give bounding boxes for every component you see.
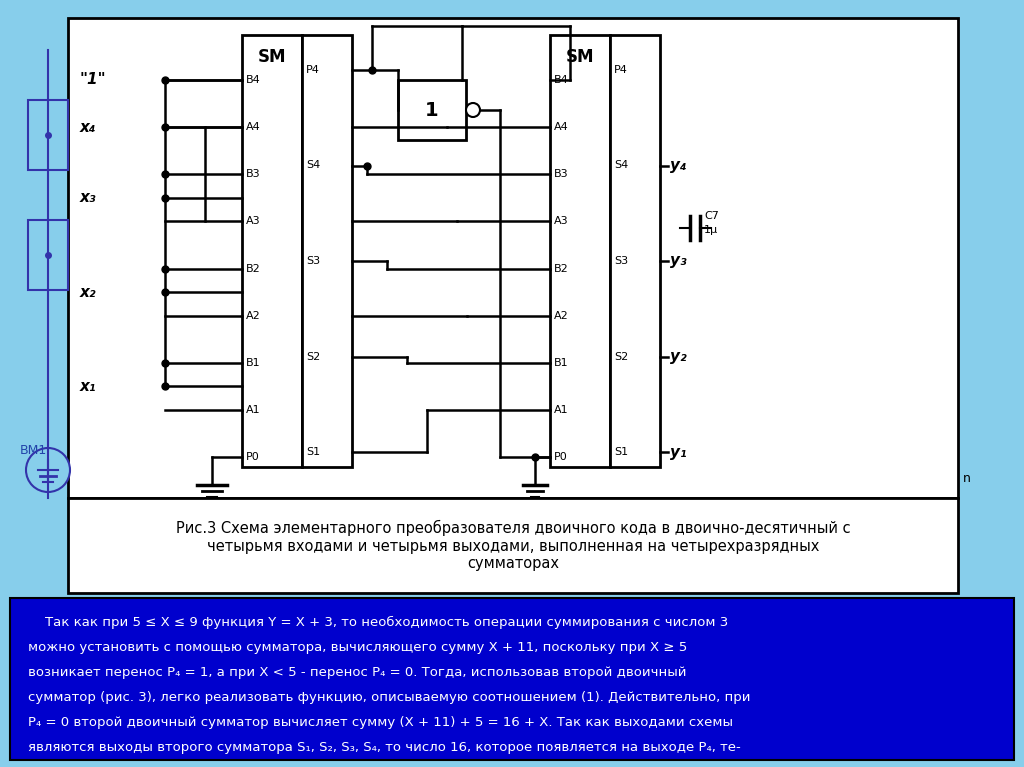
- Text: B3: B3: [246, 170, 261, 179]
- Text: x₃: x₃: [80, 190, 96, 206]
- Text: y₂: y₂: [670, 349, 687, 364]
- Text: сумматор (рис. 3), легко реализовать функцию, описываемую соотношением (1). Дейс: сумматор (рис. 3), легко реализовать фун…: [28, 691, 751, 704]
- Text: Рис.3 Схема элементарного преобразователя двоичного кода в двоично-десятичный с
: Рис.3 Схема элементарного преобразовател…: [176, 520, 850, 571]
- Text: y₄: y₄: [670, 158, 687, 173]
- Text: A3: A3: [554, 216, 568, 226]
- Bar: [68, 18, 958, 498]
- Bar: [28, 220, 68, 290]
- Text: C7: C7: [705, 211, 719, 221]
- Text: A1: A1: [246, 405, 261, 415]
- Bar: [10, 598, 1014, 760]
- Text: S2: S2: [306, 351, 321, 361]
- Text: B3: B3: [554, 170, 568, 179]
- Text: P0: P0: [246, 452, 260, 462]
- Text: B1: B1: [246, 357, 261, 367]
- Text: S4: S4: [306, 160, 321, 170]
- Text: Так как при 5 ≤ X ≤ 9 функция Y = X + 3, то необходимость операции суммирования : Так как при 5 ≤ X ≤ 9 функция Y = X + 3,…: [28, 616, 728, 629]
- Text: A4: A4: [246, 122, 261, 132]
- Bar: [302, 35, 352, 467]
- Text: A2: A2: [246, 311, 261, 321]
- Text: B1: B1: [554, 357, 568, 367]
- Text: S4: S4: [614, 160, 629, 170]
- Text: x₄: x₄: [80, 120, 96, 135]
- Text: S1: S1: [306, 447, 321, 457]
- Bar: [550, 35, 610, 467]
- Text: B2: B2: [246, 264, 261, 274]
- Text: являются выходы второго сумматора S₁, S₂, S₃, S₄, то число 16, которое появляетс: являются выходы второго сумматора S₁, S₂…: [28, 741, 740, 754]
- Text: y₁: y₁: [670, 445, 687, 459]
- Text: x₂: x₂: [80, 285, 96, 300]
- Text: SM: SM: [565, 48, 594, 66]
- Bar: [398, 80, 466, 140]
- Text: A4: A4: [554, 122, 568, 132]
- Text: B4: B4: [246, 75, 261, 85]
- Text: y₃: y₃: [670, 254, 687, 268]
- Text: 1μ: 1μ: [705, 225, 718, 235]
- Text: SM: SM: [258, 48, 287, 66]
- Circle shape: [26, 448, 70, 492]
- Text: S1: S1: [614, 447, 628, 457]
- Text: P0: P0: [554, 452, 567, 462]
- Text: x₁: x₁: [80, 379, 96, 393]
- Text: n: n: [963, 472, 971, 485]
- Text: A3: A3: [246, 216, 261, 226]
- Bar: [242, 35, 302, 467]
- Text: P4: P4: [614, 65, 628, 75]
- Text: B4: B4: [554, 75, 568, 85]
- Bar: [610, 35, 660, 467]
- Text: можно установить с помощью сумматора, вычисляющего сумму X + 11, поскольку при X: можно установить с помощью сумматора, вы…: [28, 641, 687, 654]
- Text: A2: A2: [554, 311, 568, 321]
- Text: возникает перенос P₄ = 1, а при X < 5 - перенос P₄ = 0. Тогда, использовав второ: возникает перенос P₄ = 1, а при X < 5 - …: [28, 666, 686, 679]
- Text: "1": "1": [80, 73, 106, 87]
- Text: P4: P4: [306, 65, 319, 75]
- Text: S3: S3: [614, 256, 628, 266]
- Text: BM1: BM1: [20, 443, 47, 456]
- Text: A1: A1: [554, 405, 568, 415]
- Circle shape: [466, 103, 480, 117]
- Text: S2: S2: [614, 351, 629, 361]
- Bar: [28, 100, 68, 170]
- Bar: [68, 498, 958, 593]
- Text: 1: 1: [425, 100, 439, 120]
- Text: B2: B2: [554, 264, 568, 274]
- Text: S3: S3: [306, 256, 321, 266]
- Text: P₄ = 0 второй двоичный сумматор вычисляет сумму (X + 11) + 5 = 16 + X. Так как в: P₄ = 0 второй двоичный сумматор вычисляе…: [28, 716, 733, 729]
